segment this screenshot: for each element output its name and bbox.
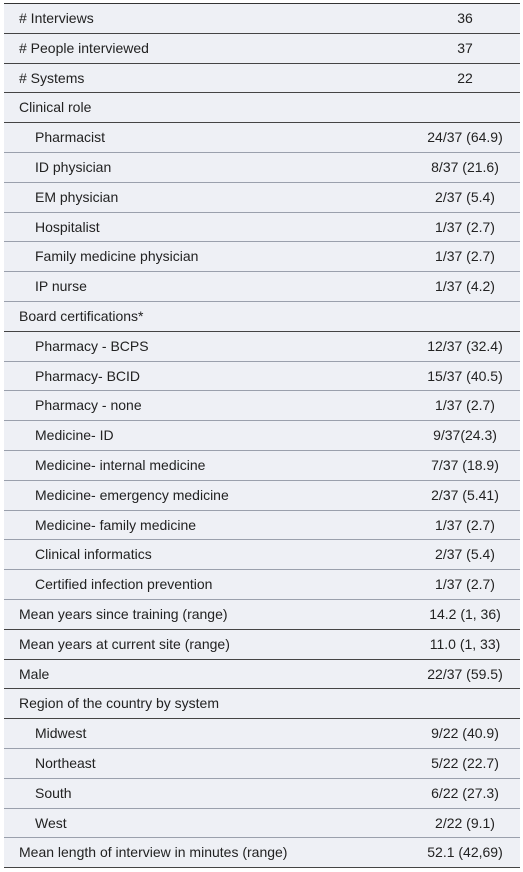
row-label: # People interviewed <box>19 39 149 56</box>
row-label: Midwest <box>35 725 87 742</box>
row-value: 1/37 (2.7) <box>435 397 495 414</box>
sub-row: South 6/22 (27.3) <box>4 779 520 809</box>
row-label: South <box>35 784 72 801</box>
row-label: Hospitalist <box>35 218 100 235</box>
row-value: 36 <box>457 10 473 26</box>
row-label: Board certifications* <box>19 307 144 324</box>
row-value: 22/37 (59.5) <box>427 665 503 682</box>
sub-row: IP nurse 1/37 (4.2) <box>4 272 520 302</box>
row-value: 2/37 (5.4) <box>435 188 495 205</box>
row: # People interviewed 37 <box>4 34 520 64</box>
row-value: 8/37 (21.6) <box>431 158 499 175</box>
row-value: 2/37 (5.4) <box>435 546 495 563</box>
row-label: Mean length of interview in minutes (ran… <box>19 844 288 861</box>
row-value: 9/37(24.3) <box>433 427 497 444</box>
row: Mean years since training (range) 14.2 (1… <box>4 600 520 630</box>
row-label: Pharmacy - none <box>35 397 142 414</box>
row: Mean years at current site (range) 11.0 (… <box>4 630 520 660</box>
row-value: 1/37 (2.7) <box>435 218 495 235</box>
row-value: 15/37 (40.5) <box>427 367 503 384</box>
row-value: 2/22 (9.1) <box>435 814 495 831</box>
sub-row: Pharmacy - none 1/37 (2.7) <box>4 391 520 422</box>
row-label: Medicine- internal medicine <box>35 456 206 473</box>
sub-row: Clinical informatics 2/37 (5.4) <box>4 540 520 571</box>
sub-row: Medicine- family medicine 1/37 (2.7) <box>4 511 520 541</box>
row-label: EM physician <box>35 188 119 205</box>
row-value: 24/37 (64.9) <box>427 129 503 146</box>
row-value: 37 <box>457 39 473 56</box>
row-label: ID physician <box>35 158 112 175</box>
row-label: Clinical informatics <box>35 546 152 563</box>
sub-row: West 2/22 (9.1) <box>4 809 520 839</box>
row-label: Mean years at current site (range) <box>19 635 230 652</box>
sub-row: Hospitalist 1/37 (2.7) <box>4 213 520 243</box>
row: Region of the country by system <box>4 689 520 720</box>
row-value: 52.1 (42,69) <box>427 844 503 861</box>
row-label: Mean years since training (range) <box>19 605 228 622</box>
row-label: Northeast <box>35 754 96 771</box>
row-label: Pharmacy - BCPS <box>35 337 149 354</box>
row: Clinical role <box>4 93 520 124</box>
row-value: 5/22 (22.7) <box>431 754 499 771</box>
sub-row: Medicine- ID 9/37(24.3) <box>4 421 520 451</box>
table: # Interviews 36 # People interviewed 37 # Sy… <box>4 3 520 869</box>
row-value: 1/37 (2.7) <box>435 576 495 593</box>
sub-row: Midwest 9/22 (40.9) <box>4 719 520 749</box>
row-value: 6/22 (27.3) <box>431 784 499 801</box>
row-label: West <box>35 814 67 831</box>
sub-row: Medicine- emergency medicine 2/37 (5.41) <box>4 481 520 511</box>
row-label: Family medicine physician <box>35 248 199 265</box>
row-label: Pharmacy- BCID <box>35 367 141 384</box>
row: # Systems 22 <box>4 64 520 94</box>
sub-row: Certified infection prevention 1/37 (2.7) <box>4 570 520 600</box>
row-value: 14.2 (1, 36) <box>429 605 501 622</box>
row-label: Medicine- family medicine <box>35 516 197 533</box>
row: Male 22/37 (59.5) <box>4 660 520 690</box>
sub-row: Pharmacy- BCID 15/37 (40.5) <box>4 362 520 392</box>
row: Board certifications* <box>4 302 520 332</box>
sub-row: EM physician 2/37 (5.4) <box>4 183 520 213</box>
sub-row: Family medicine physician 1/37 (2.7) <box>4 242 520 273</box>
row-label: # Interviews <box>19 10 94 26</box>
sub-row: Pharmacy - BCPS 12/37 (32.4) <box>4 332 520 362</box>
sub-row: Pharmacist 24/37 (64.9) <box>4 123 520 153</box>
sub-row: Northeast 5/22 (22.7) <box>4 749 520 779</box>
row-label: Region of the country by system <box>19 695 219 712</box>
row-label: Male <box>19 665 50 682</box>
row-label: Pharmacist <box>35 129 106 146</box>
row-value: 22 <box>457 69 473 86</box>
row-value: 1/37 (4.2) <box>435 278 495 295</box>
row-label: IP nurse <box>35 278 87 295</box>
sub-row: Medicine- internal medicine 7/37 (18.9) <box>4 451 520 481</box>
row-label: Clinical role <box>19 99 92 116</box>
row: # Interviews 36 <box>4 4 520 34</box>
row-label: # Systems <box>19 69 85 86</box>
row-value: 1/37 (2.7) <box>435 248 495 265</box>
row-value: 7/37 (18.9) <box>431 456 499 473</box>
row-label: Medicine- ID <box>35 427 114 444</box>
row-value: 1/37 (2.7) <box>435 516 495 533</box>
sub-row: ID physician 8/37 (21.6) <box>4 153 520 183</box>
row-value: 2/37 (5.41) <box>431 486 499 503</box>
row-value: 12/37 (32.4) <box>427 337 503 354</box>
row-label: Certified infection prevention <box>35 576 213 593</box>
row-value: 9/22 (40.9) <box>431 725 499 742</box>
row-value: 11.0 (1, 33) <box>429 635 501 652</box>
row: Mean length of interview in minutes (ran… <box>4 838 520 869</box>
row-label: Medicine- emergency medicine <box>35 486 229 503</box>
